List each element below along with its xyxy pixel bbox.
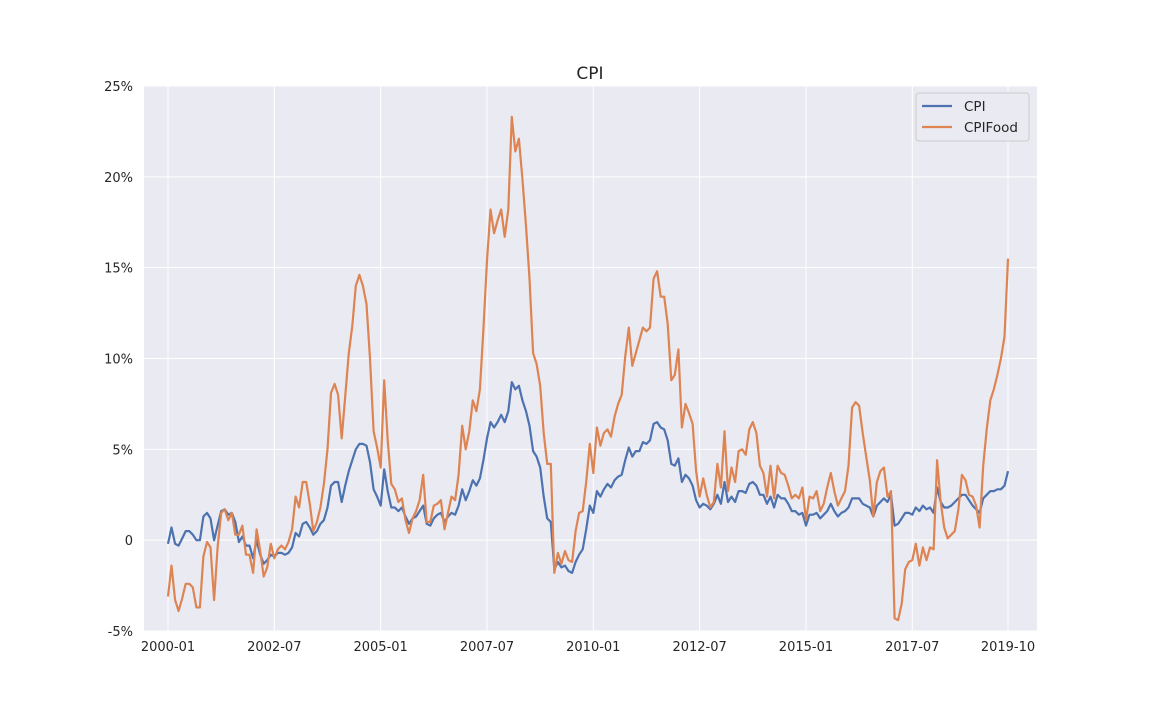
x-tick-label: 2000-01 [141,640,195,655]
y-tick-label: 0 [125,534,133,549]
legend-label: CPIFood [964,120,1018,136]
y-tick-label: -5% [108,625,133,640]
x-tick-label: 2017-07 [885,640,939,655]
x-axis-ticks: 2000-01 2002-07 2005-01 2007-07 2010-01 2012-… [141,640,1035,655]
series-lines [166,115,1010,622]
y-axis-ticks: -5% 0 5% 10% 15% 20% 25% [104,80,133,640]
y-tick-label: 10% [104,353,133,368]
legend: CPI CPIFood [915,92,1030,142]
y-tick-label: 15% [104,262,133,277]
legend-label: CPI [964,99,986,115]
chart-title: CPI [576,64,603,84]
y-tick-label: 5% [112,443,133,458]
x-tick-label: 2012-07 [672,640,726,655]
x-tick-label: 2007-07 [460,640,514,655]
y-tick-label: 20% [104,171,133,186]
series-line-cpifood [166,115,1010,622]
series-line-cpi [166,381,1010,574]
x-tick-label: 2015-01 [779,640,833,655]
x-tick-label: 2019-10 [981,640,1035,655]
x-tick-label: 2010-01 [566,640,620,655]
x-tick-label: 2002-07 [247,640,301,655]
y-tick-label: 25% [104,80,133,95]
x-tick-label: 2005-01 [353,640,407,655]
